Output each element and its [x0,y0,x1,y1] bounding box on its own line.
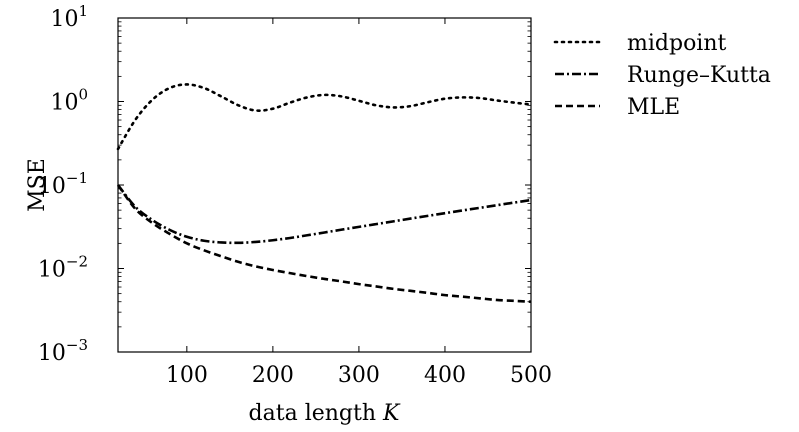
x-tick-label: 100 [166,363,208,388]
x-tick-label: 200 [252,363,294,388]
x-tick-label: 300 [338,363,380,388]
plot-frame [117,17,532,353]
y-tick-label: 10−1 [38,169,88,199]
y-tick-label: 10−2 [38,253,88,283]
legend: midpoint Runge–Kutta MLE [553,31,771,120]
ticks-layer: 100 200 300 400 500 10−3 10−2 10−1 100 101 [38,2,552,388]
series-layer [116,83,533,304]
x-tick-label: 400 [424,363,466,388]
legend-label: midpoint [627,31,727,56]
y-tick-label: 10−3 [38,336,88,366]
series-line-mle [116,184,532,304]
legend-label: MLE [627,95,680,120]
series-line-runge-kutta [116,184,532,245]
y-tick-label: 101 [50,2,88,32]
x-tick-label: 500 [510,363,552,388]
y-tick-label: 100 [50,86,88,116]
y-axis-label: MSE [25,158,50,212]
series-line-midpoint [116,83,533,151]
x-axis-label: data length K [249,401,401,426]
legend-label: Runge–Kutta [627,63,771,88]
